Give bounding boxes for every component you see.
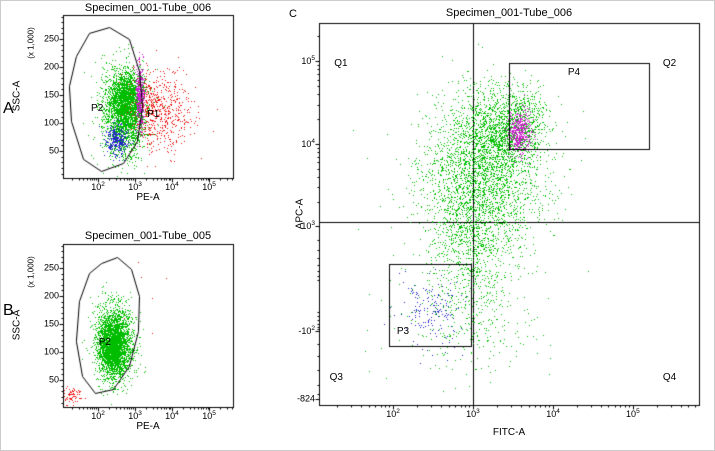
panel-b-letter: B xyxy=(3,302,14,319)
y-tick-label: -102 xyxy=(298,324,315,336)
x-tick-label: 103 xyxy=(128,181,142,192)
x-tick-label: 105 xyxy=(202,181,216,192)
x-tick-label: 102 xyxy=(91,181,105,192)
x-tick-label: 104 xyxy=(165,410,179,421)
panel-a-xaxis-label: PE-A xyxy=(136,192,160,203)
y-tick-label: -824 xyxy=(296,393,315,404)
y-tick-label: 150 xyxy=(43,318,59,329)
gate-label-p3: P3 xyxy=(396,325,410,337)
quadrant-label-q2: Q2 xyxy=(662,58,677,70)
x-tick-label: 103 xyxy=(466,408,480,419)
panel-a-yaxis-label: SSC-A xyxy=(11,80,23,112)
y-tick-label: 100 xyxy=(43,346,59,357)
x-tick-label: 104 xyxy=(546,408,560,419)
y-tick-label: 50 xyxy=(48,374,59,385)
y-tick-label: 200 xyxy=(43,61,59,72)
gate-label-p1: P1 xyxy=(147,109,160,121)
x-tick-label: 103 xyxy=(128,410,142,421)
quadrant-label-q1: Q1 xyxy=(334,58,348,70)
panel-c-title: Specimen_001-Tube_006 xyxy=(445,7,573,19)
panel-b-yaxis-label: SSC-A xyxy=(11,309,23,341)
panel-b-title: Specimen_001-Tube_005 xyxy=(84,230,212,242)
panel-a-yaxis-units: (x 1,000) xyxy=(26,27,36,59)
quadrant-label-q4: Q4 xyxy=(662,371,677,383)
x-tick-label: 104 xyxy=(165,181,179,192)
panel-b-xaxis-label: PE-A xyxy=(136,421,160,432)
y-tick-label: 250 xyxy=(43,262,59,273)
y-tick-label: 103 xyxy=(301,219,315,231)
panel-c-yaxis-label: APC-A xyxy=(294,198,306,230)
y-tick-label: 104 xyxy=(301,138,315,150)
y-tick-label: 250 xyxy=(43,33,59,44)
y-tick-label: 50 xyxy=(48,145,59,156)
panel-c-xaxis-label: FITC-A xyxy=(492,427,526,438)
panel-b-yaxis-units: (x 1,000) xyxy=(26,256,36,288)
x-tick-label: 105 xyxy=(202,410,216,421)
y-tick-label: 105 xyxy=(301,55,315,67)
x-tick-label: 102 xyxy=(386,408,400,419)
quadrant-label-q3: Q3 xyxy=(329,371,343,383)
gate-label-p4: P4 xyxy=(567,67,581,79)
x-tick-label: 102 xyxy=(91,410,105,421)
y-tick-label: 100 xyxy=(43,117,59,128)
gate-label-p2: P2 xyxy=(98,336,111,348)
x-tick-label: 105 xyxy=(626,408,640,419)
y-tick-label: 150 xyxy=(43,89,59,100)
panel-a-title: Specimen_001-Tube_006 xyxy=(84,2,212,14)
panel-c-letter: C xyxy=(289,8,297,20)
y-tick-label: 200 xyxy=(43,290,59,301)
panel-a-letter: A xyxy=(3,100,14,117)
gate-label-p2: P2 xyxy=(91,102,104,114)
